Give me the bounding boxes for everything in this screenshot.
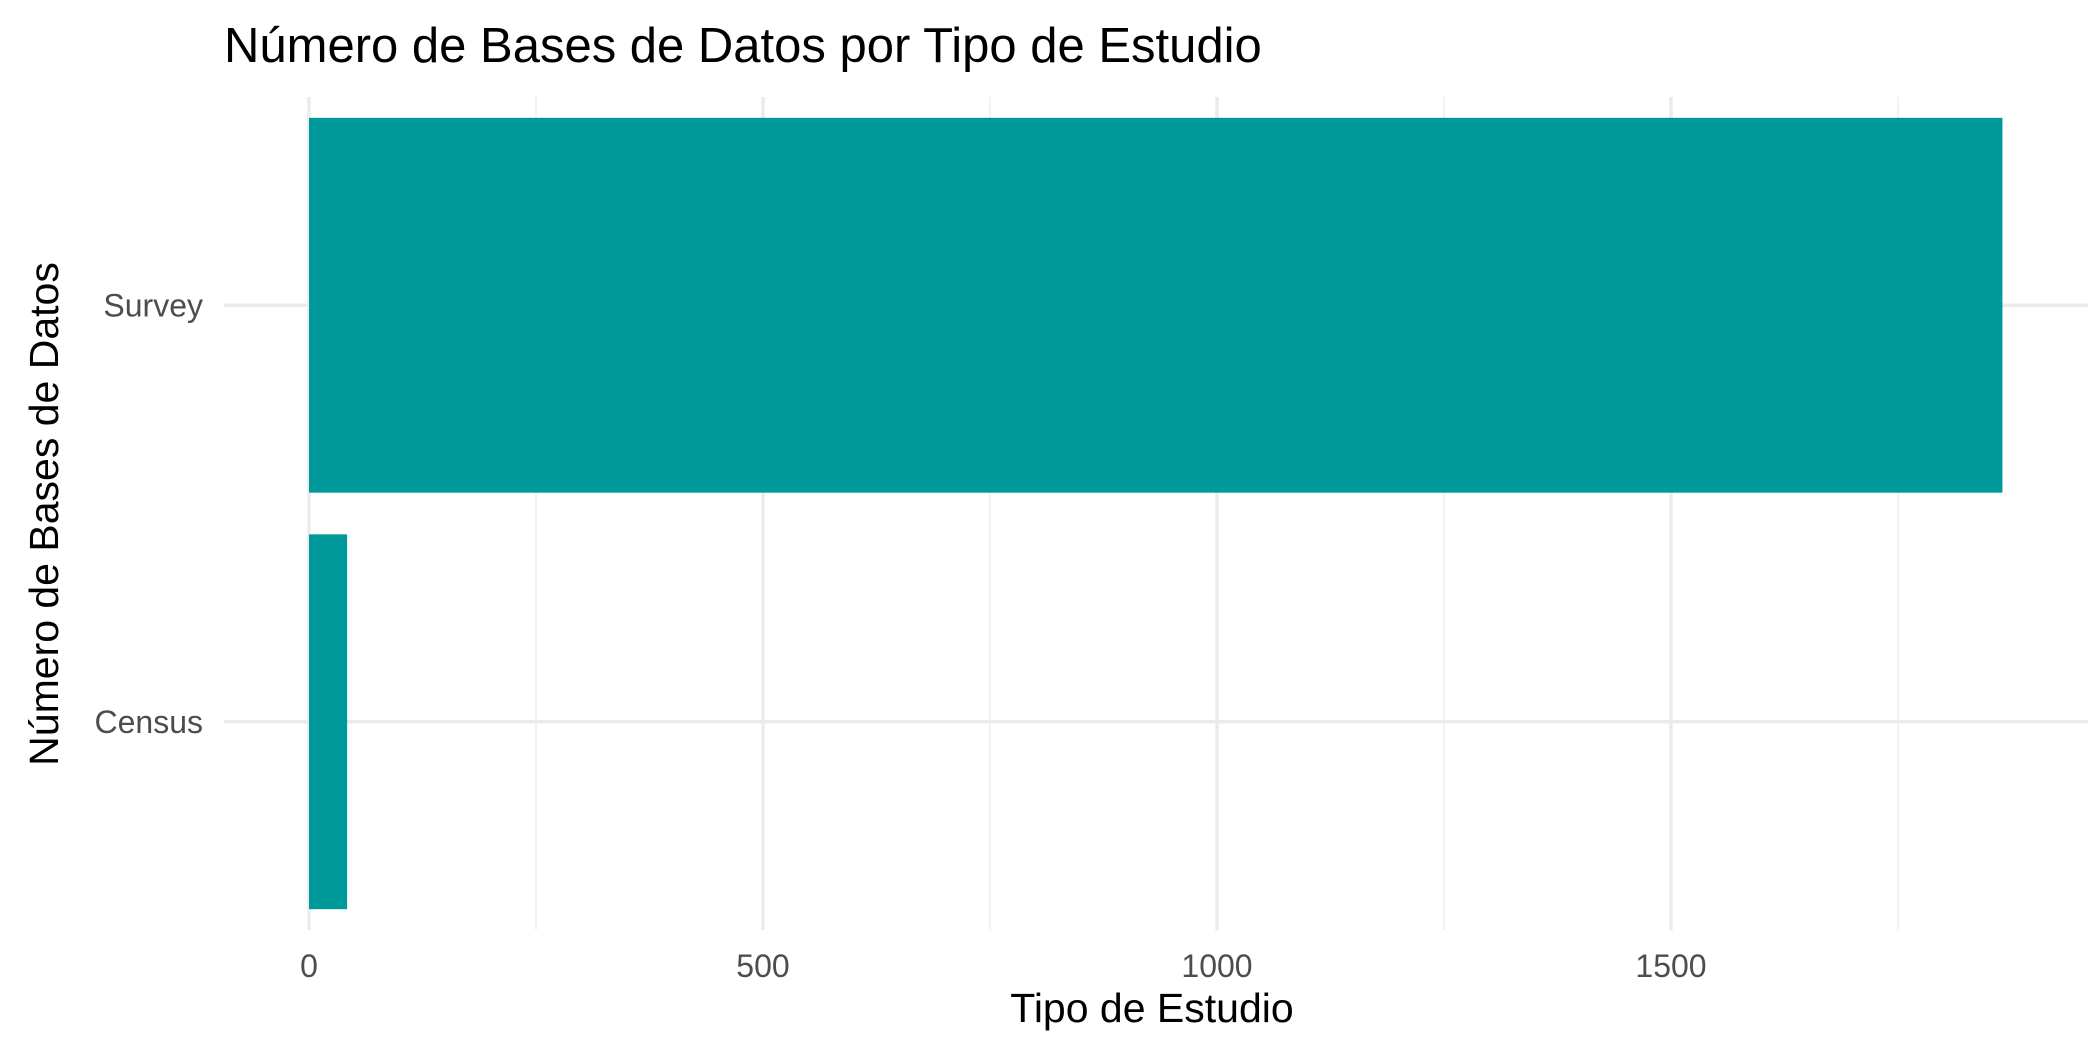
bar-census — [309, 534, 348, 910]
y-axis-title: Número de Bases de Datos — [21, 262, 67, 766]
y-tick-label: Survey — [103, 287, 203, 323]
y-tick-label: Census — [95, 704, 204, 740]
y-axis-tick-labels: Census Survey — [95, 287, 204, 740]
plot-area — [224, 97, 2088, 930]
x-tick-label: 500 — [736, 948, 789, 984]
x-tick-label: 1500 — [1635, 948, 1706, 984]
x-axis-tick-labels: 0 500 1000 1500 — [300, 948, 1706, 984]
x-axis-title: Tipo de Estudio — [1010, 985, 1293, 1031]
bar-survey — [309, 117, 2003, 493]
chart-title: Número de Bases de Datos por Tipo de Est… — [224, 19, 1262, 73]
bars — [309, 117, 2003, 910]
x-tick-label: 0 — [300, 948, 318, 984]
x-tick-label: 1000 — [1181, 948, 1252, 984]
